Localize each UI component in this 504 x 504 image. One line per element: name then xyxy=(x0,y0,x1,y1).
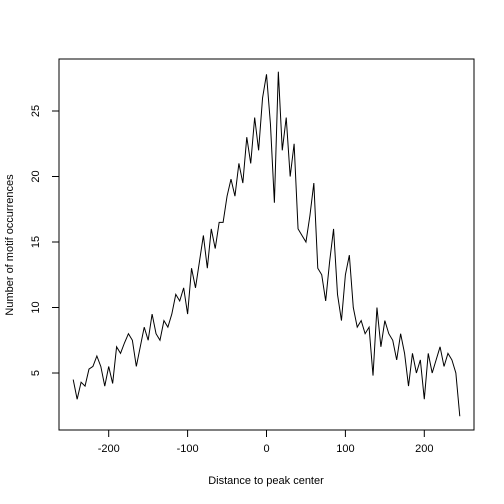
data-line xyxy=(72,71,461,417)
y-tick-label: 25 xyxy=(30,105,42,117)
x-axis-label: Distance to peak center xyxy=(208,475,324,487)
y-tick-label: 5 xyxy=(30,370,42,376)
x-tick-label: 200 xyxy=(415,443,433,455)
plot-box xyxy=(58,58,475,431)
y-tick-label: 10 xyxy=(30,301,42,313)
x-tick-label: 0 xyxy=(263,443,269,455)
x-tick-label: -100 xyxy=(177,443,199,455)
y-axis-label: Number of motif occurrences xyxy=(4,174,16,316)
x-tick-label: -200 xyxy=(98,443,120,455)
y-tick-label: 20 xyxy=(30,170,42,182)
y-tick-label: 15 xyxy=(30,236,42,248)
x-tick-label: 100 xyxy=(336,443,354,455)
